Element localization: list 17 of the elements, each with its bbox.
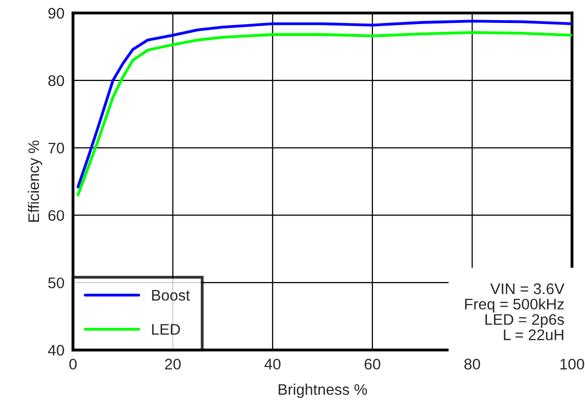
x-tick-label: 60	[364, 358, 380, 370]
y-tick-label: 60	[48, 210, 64, 221]
legend-label: Boost	[152, 290, 190, 301]
x-tick-label: 100	[560, 358, 584, 370]
x-tick-label: 20	[165, 358, 181, 370]
y-tick-label: 90	[48, 8, 64, 19]
y-tick-label: 40	[48, 344, 64, 356]
x-axis-title: Brightness %	[278, 384, 367, 398]
y-tick-label: 70	[48, 142, 64, 154]
y-axis-title: Efficiency %	[28, 140, 42, 222]
legend-label: LED	[152, 324, 180, 335]
x-tick-label: 40	[264, 358, 280, 370]
y-tick-label: 80	[48, 75, 64, 86]
x-tick-label: 0	[69, 358, 77, 370]
annotation: VIN = 3.6V Freq = 500kHz LED = 2p6s L = 22uH	[465, 283, 564, 340]
x-tick-label: 80	[464, 358, 480, 370]
y-tick-label: 50	[48, 277, 64, 288]
